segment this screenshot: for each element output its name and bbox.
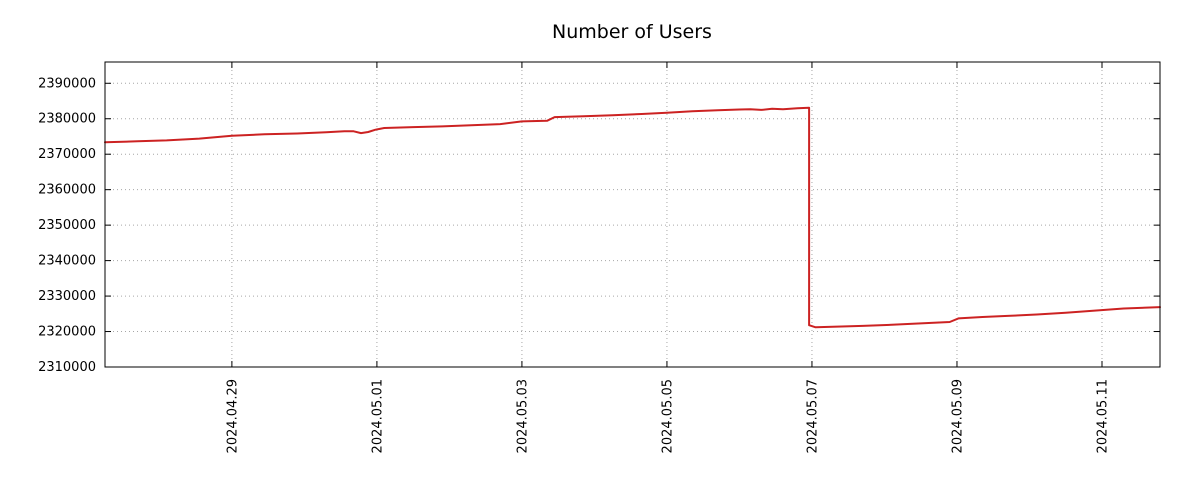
- x-tick-label: 2024.05.11: [1095, 379, 1110, 453]
- y-tick-label: 2330000: [38, 289, 96, 304]
- y-tick-label: 2360000: [38, 183, 96, 198]
- y-tick-label: 2370000: [38, 147, 96, 162]
- y-tick-label: 2380000: [38, 112, 96, 127]
- y-tick-label: 2320000: [38, 325, 96, 340]
- y-tick-label: 2390000: [38, 76, 96, 91]
- y-tick-label: 2340000: [38, 254, 96, 269]
- x-tick-label: 2024.05.09: [950, 379, 965, 453]
- data-series: [104, 106, 1161, 329]
- chart-title: Number of Users: [552, 21, 712, 43]
- grid-lines: [105, 62, 1160, 368]
- axes: 2310000 2320000 2330000 2340000 2350000 23600…: [38, 61, 1161, 453]
- series-line-users: [104, 106, 1161, 329]
- y-tick-label: 2350000: [38, 218, 96, 233]
- plot-border: [104, 61, 1161, 368]
- x-tick-label: 2024.05.03: [515, 379, 530, 453]
- x-tick-label: 2024.05.01: [370, 379, 385, 453]
- x-tick-label: 2024.05.05: [660, 379, 675, 453]
- x-tick-label: 2024.04.29: [225, 379, 240, 453]
- x-tick-label: 2024.05.07: [805, 379, 820, 453]
- y-tick-label: 2310000: [38, 360, 96, 375]
